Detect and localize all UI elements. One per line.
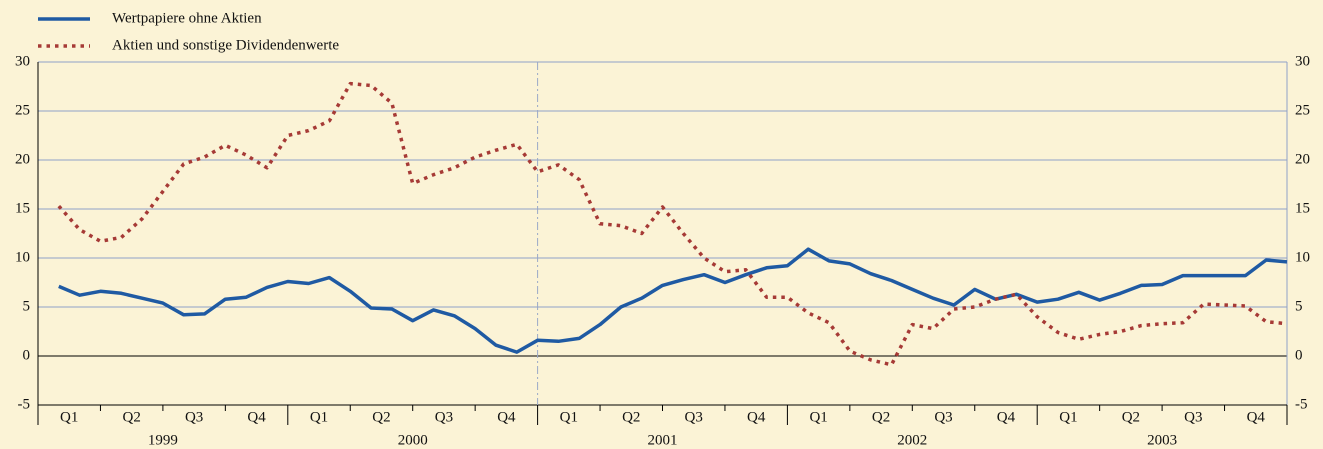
x-tick-label: Q3 [435,409,453,425]
x-tick-label: Q2 [1122,409,1140,425]
y2-tick-label: 30 [1295,53,1310,69]
y-tick-label: 10 [15,249,30,265]
x-tick-label: Q1 [310,409,328,425]
x-tick-label: Q4 [497,409,516,425]
y2-tick-label: 5 [1295,298,1303,314]
series-line [58,247,1288,354]
y2-tick-label: 0 [1295,347,1303,363]
year-label: 2000 [398,432,428,448]
x-tick-label: Q2 [372,409,390,425]
year-label: 2002 [897,432,927,448]
y-tick-label: 20 [15,151,30,167]
x-tick-label: Q3 [934,409,952,425]
series-line [57,81,1288,367]
y2-tick-label: 15 [1295,200,1310,216]
x-tick-label: Q2 [622,409,640,425]
y2-tick-label: 25 [1295,102,1310,118]
y2-tick-label: 20 [1295,151,1310,167]
x-tick-label: Q4 [997,409,1016,425]
x-tick-label: Q3 [1184,409,1202,425]
legend-label: Aktien und sonstige Dividendenwerte [112,37,339,53]
y2-tick-label: 10 [1295,249,1310,265]
y-tick-label: 5 [23,298,31,314]
x-tick-label: Q1 [1059,409,1077,425]
year-label: 2001 [648,432,678,448]
y-tick-label: 25 [15,102,30,118]
y2-tick-label: -5 [1295,396,1308,412]
x-tick-label: Q2 [872,409,890,425]
x-tick-label: Q1 [809,409,827,425]
y-tick-label: 15 [15,200,30,216]
x-tick-label: Q1 [560,409,578,425]
x-tick-label: Q1 [60,409,78,425]
year-label: 1999 [148,432,178,448]
y-tick-label: -5 [18,396,31,412]
legend-label: Wertpapiere ohne Aktien [112,10,262,26]
x-tick-label: Q3 [185,409,203,425]
x-tick-label: Q4 [247,409,266,425]
x-tick-label: Q4 [1247,409,1266,425]
x-tick-label: Q3 [685,409,703,425]
y-tick-label: 30 [15,53,30,69]
y-tick-label: 0 [23,347,31,363]
x-tick-label: Q2 [123,409,141,425]
year-label: 2003 [1147,432,1177,448]
x-tick-label: Q4 [747,409,766,425]
